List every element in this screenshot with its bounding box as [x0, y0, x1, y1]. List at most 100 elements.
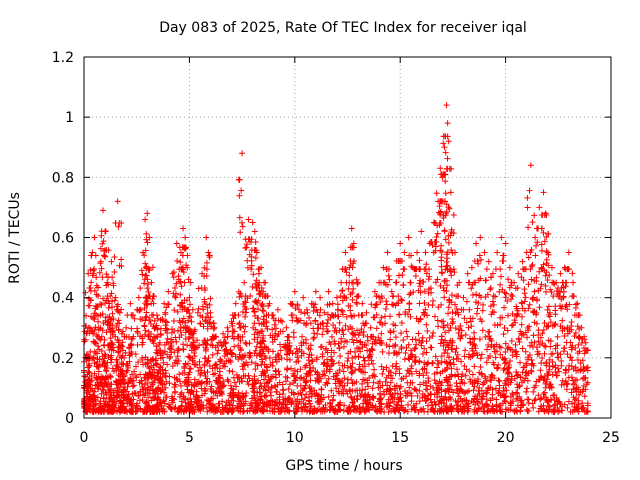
- data-point-cloud: [435, 360, 442, 367]
- data-point-cloud: [203, 259, 210, 266]
- data-point-cloud: [254, 407, 261, 414]
- data-point-cloud: [130, 312, 137, 319]
- data-point-cloud: [441, 227, 448, 234]
- data-point-cloud: [445, 304, 452, 311]
- data-point: [110, 282, 117, 289]
- data-point-cloud: [444, 155, 451, 162]
- data-point: [188, 318, 195, 325]
- data-point: [437, 165, 444, 172]
- data-point: [150, 300, 157, 307]
- data-point-cloud: [373, 325, 380, 332]
- data-point-cloud: [187, 342, 194, 349]
- data-point-cloud: [538, 247, 545, 254]
- data-point-cloud: [242, 323, 249, 330]
- data-point-cloud: [141, 252, 148, 259]
- data-point-cloud: [343, 269, 350, 276]
- data-point-cloud: [161, 400, 168, 407]
- data-point-cloud: [115, 223, 122, 230]
- data-point: [116, 309, 123, 316]
- data-point: [359, 300, 366, 307]
- data-point-cloud: [141, 331, 148, 338]
- data-point-cloud: [448, 272, 455, 279]
- data-point: [300, 294, 307, 301]
- data-point: [574, 300, 581, 307]
- data-point-cloud: [311, 334, 318, 341]
- data-point-cloud: [187, 390, 194, 397]
- x-tick-label: 25: [602, 430, 620, 446]
- data-point-cloud: [150, 293, 157, 300]
- data-point-cloud: [204, 408, 211, 415]
- data-point-cloud: [242, 309, 249, 316]
- data-point-cloud: [169, 395, 176, 402]
- data-point-cloud: [229, 333, 236, 340]
- data-point-cloud: [400, 336, 407, 343]
- data-point-cloud: [189, 334, 196, 341]
- data-point-cloud: [524, 204, 531, 211]
- data-point-cloud: [179, 318, 186, 325]
- data-point-cloud: [217, 374, 224, 381]
- data-point-cloud: [342, 322, 349, 329]
- data-point-cloud: [458, 376, 465, 383]
- data-point-cloud: [401, 266, 408, 273]
- data-point-cloud: [176, 371, 183, 378]
- data-point-cloud: [362, 386, 369, 393]
- data-point-cloud: [172, 404, 179, 411]
- data-point: [114, 198, 121, 205]
- data-point-cloud: [569, 270, 576, 277]
- data-point: [85, 270, 92, 277]
- data-point-cloud: [244, 241, 251, 248]
- data-point: [515, 270, 522, 277]
- data-point-cloud: [207, 295, 214, 302]
- data-point: [186, 294, 193, 301]
- data-point-cloud: [209, 335, 216, 342]
- data-point-cloud: [204, 341, 211, 348]
- data-point-cloud: [469, 371, 476, 378]
- data-point-cloud: [166, 345, 173, 352]
- data-point-cloud: [409, 336, 416, 343]
- data-point-cloud: [309, 357, 316, 364]
- data-point-cloud: [102, 253, 109, 260]
- data-point-cloud: [559, 377, 566, 384]
- data-point: [148, 279, 155, 286]
- data-point-cloud: [173, 375, 180, 382]
- data-point-cloud: [171, 349, 178, 356]
- data-point-cloud: [116, 384, 123, 391]
- data-point-cloud: [108, 290, 115, 297]
- data-point-cloud: [318, 385, 325, 392]
- data-point-cloud: [195, 305, 202, 312]
- data-point-cloud: [529, 219, 536, 226]
- data-point-cloud: [240, 300, 247, 307]
- data-point-cloud: [111, 253, 118, 260]
- data-point-cloud: [225, 328, 232, 335]
- x-tick-label: 20: [497, 430, 515, 446]
- data-point: [184, 264, 191, 271]
- data-point-cloud: [345, 285, 352, 292]
- data-point-cloud: [468, 285, 475, 292]
- data-point-cloud: [382, 320, 389, 327]
- data-point-cloud: [159, 366, 166, 373]
- data-point-cloud: [132, 351, 139, 358]
- data-point-cloud: [221, 363, 228, 370]
- data-point-cloud: [524, 194, 531, 201]
- data-point-cloud: [161, 389, 168, 396]
- data-point-cloud: [553, 287, 560, 294]
- data-point-cloud: [229, 408, 236, 415]
- data-point-cloud: [158, 352, 165, 359]
- data-point-cloud: [107, 335, 114, 342]
- data-point-cloud: [96, 362, 103, 369]
- data-point-cloud: [229, 402, 236, 409]
- data-point-cloud: [101, 351, 108, 358]
- data-point-cloud: [101, 403, 108, 410]
- data-point: [348, 225, 355, 232]
- data-point-cloud: [398, 296, 405, 303]
- data-point-cloud: [103, 297, 110, 304]
- data-point-cloud: [173, 338, 180, 345]
- data-point: [405, 234, 412, 241]
- data-point-cloud: [188, 405, 195, 412]
- data-point-cloud: [90, 267, 97, 274]
- data-point-cloud: [223, 350, 230, 357]
- data-point-cloud: [191, 343, 198, 350]
- data-point-cloud: [219, 398, 226, 405]
- data-point-cloud: [484, 346, 491, 353]
- data-point-cloud: [477, 355, 484, 362]
